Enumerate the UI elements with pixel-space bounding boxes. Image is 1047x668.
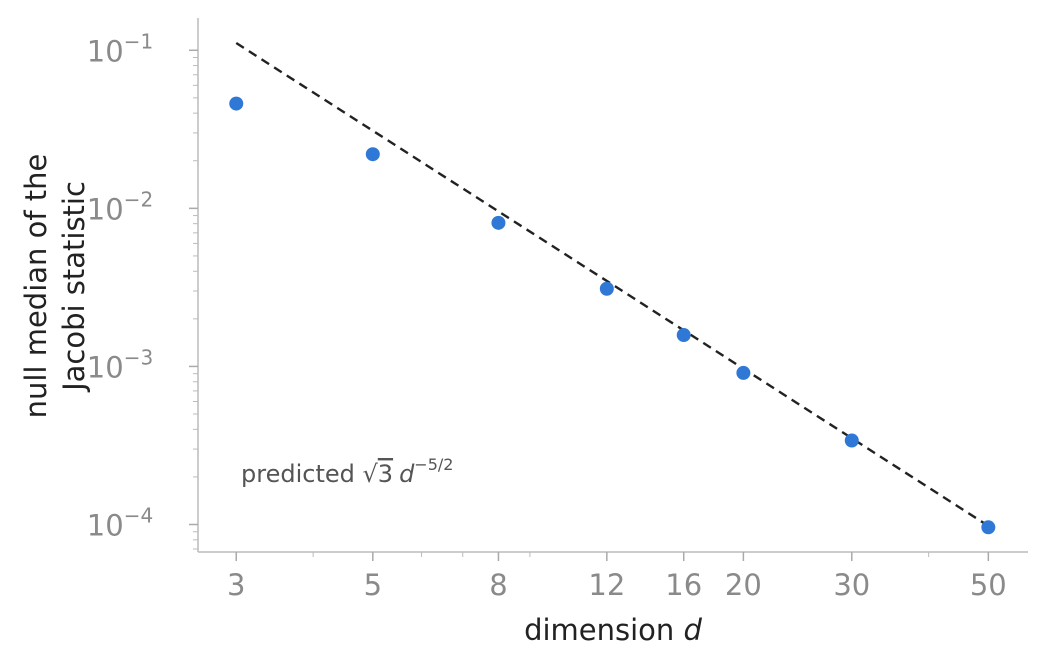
- y-tick-label: 10−3: [87, 345, 153, 384]
- x-tick-label: 12: [588, 568, 625, 602]
- data-point: [365, 147, 380, 162]
- data-point: [844, 433, 859, 448]
- y-tick-label: 10−1: [87, 29, 153, 68]
- data-point: [676, 328, 691, 343]
- x-tick-label: 16: [665, 568, 702, 602]
- data-point: [736, 365, 751, 380]
- y-tick-exponent: −3: [124, 345, 153, 369]
- x-tick-label: 8: [489, 568, 507, 602]
- x-axis-title: dimension d: [524, 613, 702, 647]
- data-point: [981, 520, 996, 535]
- x-ticks: 3 5 8 12 16 20 30 50: [227, 552, 1007, 602]
- y-tick-base: 10: [87, 350, 124, 384]
- y-tick-exponent: −4: [124, 504, 153, 528]
- y-tick-label: 10−2: [87, 187, 153, 226]
- y-ticks: 10−110−210−310−4: [87, 29, 198, 550]
- y-tick-base: 10: [87, 509, 124, 543]
- data-point: [491, 215, 506, 230]
- y-tick-label: 10−4: [87, 504, 153, 543]
- x-tick-label: 50: [970, 568, 1007, 602]
- sqrt-sign: √: [362, 460, 378, 488]
- y-axis-title-line-1: null median of the: [19, 154, 53, 419]
- y-tick-base: 10: [87, 34, 124, 68]
- annotation-exponent: −5/2: [414, 455, 453, 474]
- x-tick-label: 3: [227, 568, 245, 602]
- annotation-radicand: 3: [378, 460, 393, 488]
- y-tick-base: 10: [87, 192, 124, 226]
- y-axis-title-line-2: Jacobi statistic: [57, 181, 91, 393]
- prediction-annotation: predicted √3 d−5/2: [241, 455, 453, 488]
- x-tick-label: 5: [364, 568, 382, 602]
- annotation-variable: d: [399, 460, 415, 488]
- annotation-prefix: predicted: [241, 460, 362, 488]
- data-points: [229, 96, 996, 535]
- y-tick-exponent: −1: [124, 29, 153, 53]
- x-tick-label: 20: [725, 568, 762, 602]
- data-point: [599, 281, 614, 296]
- x-tick-label: 30: [833, 568, 870, 602]
- y-tick-exponent: −2: [124, 187, 153, 211]
- data-point: [229, 96, 244, 111]
